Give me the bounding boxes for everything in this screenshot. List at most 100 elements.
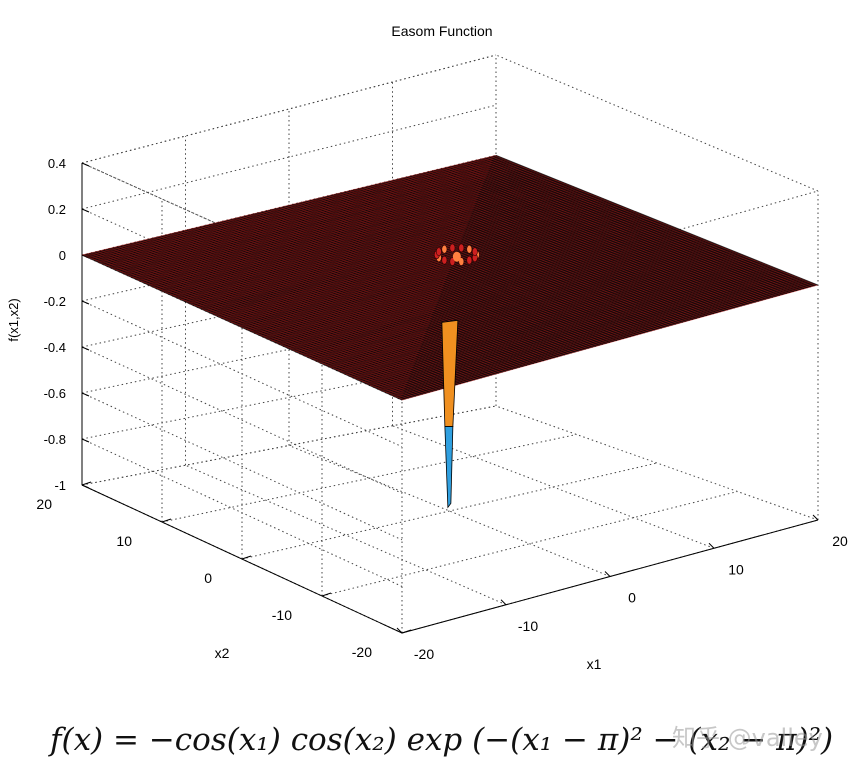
x-tick	[708, 542, 715, 549]
grid-line-z	[81, 104, 497, 210]
mesh-line-x	[482, 158, 805, 290]
mesh-line-y	[108, 165, 523, 268]
mesh-line-y	[84, 156, 499, 257]
mesh-line-y	[116, 168, 531, 272]
mesh-line-x	[478, 159, 801, 291]
z-tick-label: -0.2	[44, 294, 66, 309]
spike-upper	[441, 319, 459, 427]
mesh-line-x	[437, 168, 760, 302]
y-tick-label: 20	[36, 496, 52, 512]
minimum-spike	[433, 243, 480, 509]
mesh-line-x	[461, 163, 784, 296]
y-axis-label: x2	[215, 645, 230, 661]
grid-line-y	[161, 434, 577, 523]
mesh-line-y	[81, 154, 497, 256]
mesh-line-x	[430, 170, 753, 304]
grid-line-x	[288, 445, 611, 577]
x-axis-label: x1	[587, 656, 602, 672]
x-tick	[500, 599, 507, 606]
ring-lobe	[466, 244, 473, 254]
z-tick	[81, 346, 90, 351]
ring-lobe	[471, 247, 478, 256]
watermark: 知乎 @valley	[672, 724, 823, 752]
grid-line-x	[392, 425, 715, 549]
x-tick	[604, 571, 611, 577]
mesh-line-y	[105, 164, 521, 267]
mesh-line-x	[464, 162, 787, 295]
z-tick-label: 0.2	[48, 202, 66, 217]
mesh-line-y	[111, 166, 526, 269]
grid-line-y	[241, 462, 658, 560]
mesh-line-x	[454, 164, 777, 297]
ring-lobe	[466, 255, 473, 265]
x-tick-label: -20	[414, 646, 434, 662]
z-tick	[81, 392, 90, 397]
y-tick	[401, 629, 412, 634]
z-tick	[81, 208, 90, 213]
y-tick-label: 10	[116, 533, 132, 549]
mesh-line-y	[124, 172, 540, 275]
axes-frame	[81, 162, 819, 634]
mesh-line-x	[426, 171, 749, 305]
mesh-line-y	[100, 162, 515, 264]
mesh-line-x	[440, 168, 763, 301]
box-edge	[81, 54, 497, 164]
mesh-line-x	[447, 166, 770, 299]
grid-line-z	[81, 392, 403, 541]
z-axis-label: f(x1,x2)	[6, 298, 21, 341]
surface	[81, 154, 819, 401]
mesh-line-x	[433, 169, 756, 303]
y-tick-label: -10	[272, 607, 292, 623]
mesh-line-y	[87, 157, 502, 258]
y-tick-label: 0	[204, 570, 212, 586]
spike-lower	[444, 426, 454, 509]
mesh-line-y	[132, 175, 548, 279]
x-tick	[812, 514, 819, 521]
x-tick-label: 0	[628, 590, 636, 606]
mesh-line-y	[129, 174, 545, 278]
z-tick-label: 0	[59, 248, 66, 263]
x-tick-label: 20	[832, 533, 848, 549]
formula-text: f(x) = −cos(x₁) cos(x₂) exp (−(x₁ − π)² …	[48, 722, 833, 758]
mesh-line-x	[450, 165, 774, 298]
ring-center	[452, 251, 461, 262]
x-tick-label: -10	[518, 618, 538, 634]
mesh-line-x	[471, 160, 794, 293]
mesh-line-x	[444, 167, 767, 300]
mesh-line-x	[488, 156, 812, 288]
z-tick-label: 0.4	[48, 156, 66, 171]
mesh-line-x	[485, 157, 808, 289]
z-tick	[81, 484, 90, 489]
mesh-line-y	[95, 160, 510, 262]
x-tick	[396, 627, 403, 634]
z-tick-label: -0.6	[44, 386, 66, 401]
z-tick	[81, 162, 90, 167]
ring-lobe	[449, 243, 456, 253]
y-tick-label: -20	[352, 644, 372, 660]
x-tick-label: 10	[728, 561, 744, 577]
ring-lobe	[441, 244, 448, 254]
mesh-line-x	[468, 161, 791, 294]
ring-lobe	[441, 255, 448, 265]
z-tick	[81, 300, 90, 305]
mesh-line-y	[92, 159, 507, 261]
mesh-line-y	[89, 158, 505, 259]
mesh-line-y	[127, 173, 542, 276]
mesh-line-y	[121, 171, 537, 274]
box-edge	[495, 54, 819, 192]
y-tick	[321, 592, 332, 597]
mesh-line-x	[457, 164, 781, 296]
y-tick	[161, 518, 172, 523]
chart-title: Easom Function	[391, 23, 492, 39]
easom-surface-plot: -1 -0.8 -0.6 -0.4 -0.2 0 0.2 0.4 -20 -10 0 10 20 -20 -…	[6, 23, 848, 672]
grid-line-y	[81, 405, 497, 486]
mesh-line-y	[103, 163, 518, 266]
mesh-line-x	[495, 154, 819, 286]
y-tick	[241, 555, 252, 560]
mesh-line-y	[113, 167, 529, 270]
z-tick-label: -0.8	[44, 432, 66, 447]
grid-line-x	[185, 464, 507, 606]
mesh-line-y	[97, 161, 513, 263]
grid-line-x	[495, 405, 819, 521]
z-tick-label: -1	[54, 478, 66, 493]
